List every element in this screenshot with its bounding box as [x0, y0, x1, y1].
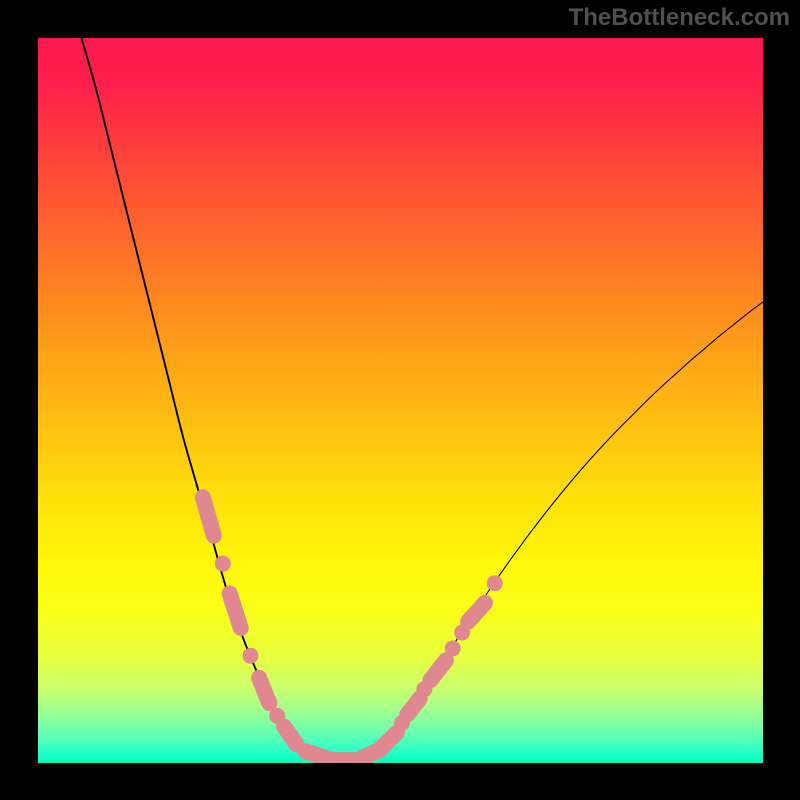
- gradient-background: [38, 38, 763, 763]
- watermark-text: TheBottleneck.com: [569, 4, 790, 32]
- bottleneck-chart: [0, 0, 800, 800]
